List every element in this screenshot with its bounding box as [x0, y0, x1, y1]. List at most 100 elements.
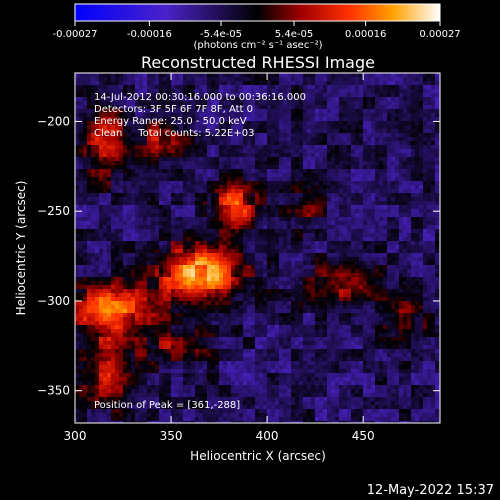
heatmap-cell [375, 193, 380, 198]
heatmap-cell [379, 109, 384, 114]
heatmap-cell [351, 213, 356, 218]
heatmap-cell [207, 245, 212, 250]
heatmap-cell [391, 201, 396, 206]
heatmap-cell [291, 133, 296, 138]
heatmap-cell [203, 93, 208, 98]
heatmap-cell [195, 197, 200, 202]
heatmap-cell [231, 201, 236, 206]
heatmap-cell [411, 85, 416, 90]
heatmap-cell [431, 205, 436, 210]
heatmap-cell [355, 161, 360, 166]
heatmap-cell [199, 121, 204, 126]
heatmap-cell [279, 73, 284, 78]
heatmap-cell [423, 261, 428, 266]
heatmap-cell [395, 221, 400, 226]
heatmap-cell [167, 93, 172, 98]
heatmap-cell [111, 173, 116, 178]
heatmap-cell [147, 193, 152, 198]
heatmap-cell [295, 185, 300, 190]
heatmap-cell [99, 157, 104, 162]
heatmap-cell [183, 269, 188, 274]
heatmap-cell [383, 137, 388, 142]
heatmap-cell [131, 121, 136, 126]
heatmap-cell [251, 285, 256, 290]
heatmap-cell [339, 173, 344, 178]
heatmap-cell [223, 217, 228, 222]
heatmap-cell [431, 133, 436, 138]
heatmap-cell [315, 121, 320, 126]
heatmap-cell [279, 277, 284, 282]
heatmap-cell [159, 177, 164, 182]
heatmap-cell [423, 81, 428, 86]
heatmap-cell [127, 229, 132, 234]
heatmap-cell [263, 85, 268, 90]
heatmap-cell [347, 93, 352, 98]
heatmap-cell [111, 185, 116, 190]
heatmap-cell [171, 265, 176, 270]
heatmap-cell [387, 201, 392, 206]
heatmap-cell [291, 97, 296, 102]
heatmap-cell [195, 141, 200, 146]
heatmap-cell [427, 249, 432, 254]
heatmap-cell [279, 257, 284, 262]
heatmap [75, 73, 440, 423]
heatmap-cell [159, 201, 164, 206]
heatmap-cell [435, 165, 440, 170]
heatmap-cell [351, 169, 356, 174]
heatmap-cell [339, 185, 344, 190]
heatmap-cell [127, 217, 132, 222]
heatmap-cell [259, 197, 264, 202]
heatmap-cell [415, 225, 420, 230]
heatmap-cell [87, 149, 92, 154]
heatmap-cell [327, 205, 332, 210]
heatmap-cell [435, 157, 440, 162]
heatmap-cell [299, 209, 304, 214]
heatmap-cell [259, 261, 264, 266]
heatmap-cell [155, 173, 160, 178]
heatmap-cell [435, 125, 440, 130]
heatmap-cell [331, 105, 336, 110]
heatmap-cell [103, 201, 108, 206]
heatmap-cell [115, 237, 120, 242]
heatmap-cell [307, 141, 312, 146]
heatmap-cell [431, 157, 436, 162]
heatmap-cell [159, 137, 164, 142]
heatmap-cell [163, 213, 168, 218]
heatmap-cell [219, 105, 224, 110]
heatmap-cell [339, 249, 344, 254]
heatmap-cell [87, 177, 92, 182]
heatmap-cell [135, 89, 140, 94]
heatmap-cell [83, 249, 88, 254]
heatmap-cell [239, 249, 244, 254]
heatmap-cell [387, 261, 392, 266]
heatmap-cell [99, 89, 104, 94]
heatmap-cell [375, 273, 380, 278]
heatmap-cell [135, 161, 140, 166]
heatmap-cell [183, 141, 188, 146]
heatmap-cell [279, 189, 284, 194]
heatmap-cell [103, 141, 108, 146]
heatmap-cell [379, 201, 384, 206]
heatmap-cell [171, 137, 176, 142]
heatmap-cell [291, 197, 296, 202]
heatmap-cell [263, 285, 268, 290]
heatmap-cell [331, 169, 336, 174]
heatmap-cell [107, 225, 112, 230]
heatmap-cell [247, 285, 252, 290]
heatmap-cell [239, 149, 244, 154]
heatmap-cell [315, 145, 320, 150]
heatmap-cell [79, 169, 84, 174]
heatmap-cell [99, 137, 104, 142]
heatmap-cell [95, 193, 100, 198]
heatmap-cell [347, 225, 352, 230]
heatmap-cell [123, 285, 128, 290]
heatmap-cell [299, 145, 304, 150]
heatmap-cell [371, 265, 376, 270]
heatmap-cell [415, 217, 420, 222]
heatmap-cell [327, 233, 332, 238]
heatmap-cell [343, 77, 348, 82]
heatmap-cell [383, 165, 388, 170]
heatmap-cell [399, 209, 404, 214]
heatmap-cell [255, 277, 260, 282]
heatmap-cell [191, 237, 196, 242]
